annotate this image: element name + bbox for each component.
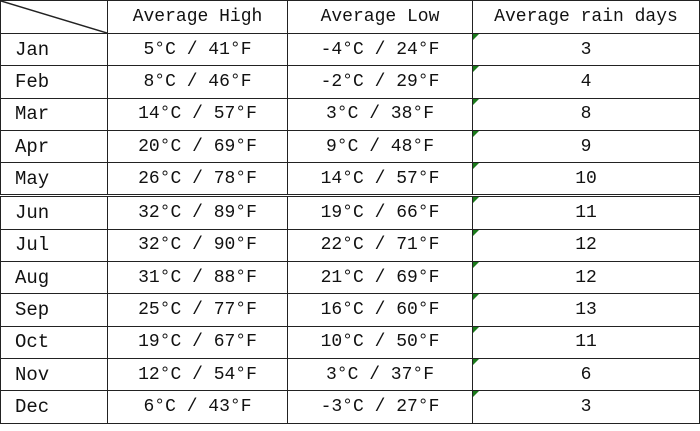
low-cell: -4°C / 24°F [287, 32, 473, 67]
rain-days-cell: 12 [472, 261, 700, 295]
rain-days-cell: 10 [472, 162, 700, 197]
low-cell: 14°C / 57°F [287, 162, 473, 197]
high-cell: 19°C / 67°F [107, 325, 288, 359]
rain-days-cell: 12 [472, 228, 700, 263]
table-row: Aug 31°C / 88°F 21°C / 69°F 12 [0, 261, 700, 295]
month-cell: Feb [0, 65, 108, 99]
table-row: Feb 8°C / 46°F -2°C / 29°F 4 [0, 65, 700, 99]
header-cell: Average Low [287, 0, 473, 34]
low-cell: 19°C / 66°F [287, 194, 473, 230]
table-row: Jan 5°C / 41°F -4°C / 24°F 3 [0, 32, 700, 67]
rain-days-cell: 4 [472, 65, 700, 99]
month-cell: Nov [0, 357, 108, 392]
header-row: Average High Average Low Average rain da… [0, 0, 700, 34]
month-cell: May [0, 162, 108, 197]
high-cell: 25°C / 77°F [107, 293, 288, 327]
table-row: Sep 25°C / 77°F 16°C / 60°F 13 [0, 293, 700, 327]
table-row: Nov 12°C / 54°F 3°C / 37°F 6 [0, 357, 700, 392]
high-cell: 32°C / 89°F [107, 194, 288, 230]
high-cell: 32°C / 90°F [107, 228, 288, 263]
low-cell: 10°C / 50°F [287, 325, 473, 359]
high-cell: 5°C / 41°F [107, 32, 288, 67]
table-row: Mar 14°C / 57°F 3°C / 38°F 8 [0, 97, 700, 131]
rain-days-cell: 13 [472, 293, 700, 327]
rain-days-cell: 8 [472, 97, 700, 131]
month-cell: Jan [0, 32, 108, 67]
high-cell: 20°C / 69°F [107, 129, 288, 164]
rain-days-cell: 6 [472, 357, 700, 392]
month-cell: Oct [0, 325, 108, 359]
table-row: Oct 19°C / 67°F 10°C / 50°F 11 [0, 325, 700, 359]
month-cell: Sep [0, 293, 108, 327]
high-cell: 8°C / 46°F [107, 65, 288, 99]
table-row: May 26°C / 78°F 14°C / 57°F 10 [0, 162, 700, 197]
corner-cell [0, 0, 108, 34]
low-cell: 3°C / 37°F [287, 357, 473, 392]
rain-days-cell: 3 [472, 390, 700, 424]
table-row: Jul 32°C / 90°F 22°C / 71°F 12 [0, 228, 700, 263]
high-cell: 6°C / 43°F [107, 390, 288, 424]
header-cell: Average rain days [472, 0, 700, 34]
high-cell: 31°C / 88°F [107, 261, 288, 295]
month-cell: Jun [0, 194, 108, 230]
diagonal-line [1, 1, 107, 33]
month-cell: Mar [0, 97, 108, 131]
high-cell: 12°C / 54°F [107, 357, 288, 392]
header-cell: Average High [107, 0, 288, 34]
rain-days-cell: 3 [472, 32, 700, 67]
month-cell: Aug [0, 261, 108, 295]
high-cell: 14°C / 57°F [107, 97, 288, 131]
low-cell: -3°C / 27°F [287, 390, 473, 424]
month-cell: Apr [0, 129, 108, 164]
rain-days-cell: 11 [472, 325, 700, 359]
high-cell: 26°C / 78°F [107, 162, 288, 197]
low-cell: 3°C / 38°F [287, 97, 473, 131]
table-row: Apr 20°C / 69°F 9°C / 48°F 9 [0, 129, 700, 164]
table-row: Dec 6°C / 43°F -3°C / 27°F 3 [0, 390, 700, 424]
low-cell: -2°C / 29°F [287, 65, 473, 99]
month-cell: Dec [0, 390, 108, 424]
low-cell: 22°C / 71°F [287, 228, 473, 263]
low-cell: 21°C / 69°F [287, 261, 473, 295]
low-cell: 16°C / 60°F [287, 293, 473, 327]
low-cell: 9°C / 48°F [287, 129, 473, 164]
table-body: Jan 5°C / 41°F -4°C / 24°F 3 Feb 8°C / 46°F -2… [0, 32, 700, 424]
rain-days-cell: 11 [472, 194, 700, 230]
table-row: Jun 32°C / 89°F 19°C / 66°F 11 [0, 194, 700, 230]
month-cell: Jul [0, 228, 108, 263]
rain-days-cell: 9 [472, 129, 700, 164]
